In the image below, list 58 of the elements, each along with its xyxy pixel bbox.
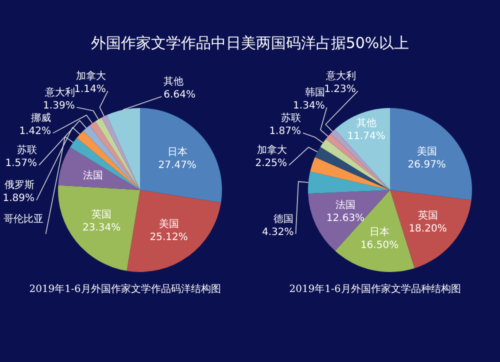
pie-slice [58,185,140,271]
pie-slice [83,125,140,190]
slice-label: 苏联 [17,144,37,156]
slice-label: 美国 [158,218,179,230]
slice-label: 日本 [167,146,188,158]
data-label: 6.64% [164,89,196,100]
slice-label: 哥伦比亚 [4,212,44,225]
pie-slice [320,138,390,190]
slice-label: 法国 [336,198,356,211]
data-label: 18.20% [408,224,447,235]
data-label: 1.89% [2,193,34,204]
data-label: 1.14% [74,84,106,96]
slice-label: 日本 [370,226,390,238]
pie-slice [308,172,390,194]
slice-label: 其他 [164,75,184,88]
pie-slice [314,146,390,190]
text: 2019年1-6月外国作家文学品种结构图 [288,282,462,296]
text: 2019年1-6月外国作家文学作品码洋结构图 [28,282,222,296]
data-label: 27.47% [158,160,196,172]
slice-label: 挪威 [30,112,51,124]
slice-label: 加拿大 [76,70,106,82]
data-label: 12.63% [326,212,365,224]
data-label: 4.32% [262,226,294,238]
data-label: 16.50% [360,240,399,252]
pie-slice [310,157,390,190]
data-label: 23.34% [82,222,121,234]
pie-slice [58,147,140,190]
pie-slice [140,108,222,203]
data-label: 2.25% [255,158,287,170]
data-label: 26.97% [408,159,446,170]
data-label: 1.34% [293,100,325,112]
slice-label: 俄罗斯 [4,179,34,192]
chart-title: 外国作家文学作品中日美两国码洋占据50%以上 [90,34,410,53]
pie-slice [70,138,140,190]
pie-slice [76,130,140,190]
data-label: 1.39% [43,100,75,112]
slice-label: 苏联 [280,112,301,124]
slice-label: 英国 [418,210,438,222]
data-label: 1.42% [19,126,51,138]
slice-label: 加拿大 [257,144,287,156]
data-label: 25.12% [150,232,188,243]
slice-label: 法国 [83,169,104,182]
pie-slice [390,108,472,200]
slice-label: 意大利 [324,70,356,82]
slice-label: 意大利 [44,86,75,98]
data-label: 1.87% [269,126,301,138]
data-label: 1.23% [324,84,356,96]
slice-label: 英国 [92,208,112,221]
slice-label: 德国 [274,214,294,225]
pie-slice [106,108,140,190]
data-label: 1.57% [5,158,37,170]
pie-slice [101,115,140,190]
slice-label: 美国 [416,145,437,158]
data-label: 11.74% [347,130,386,142]
pie-slice [126,190,222,272]
slice-label: 其他 [356,116,376,129]
pie-slice [334,108,390,190]
slice-label: 韩国 [304,86,325,98]
